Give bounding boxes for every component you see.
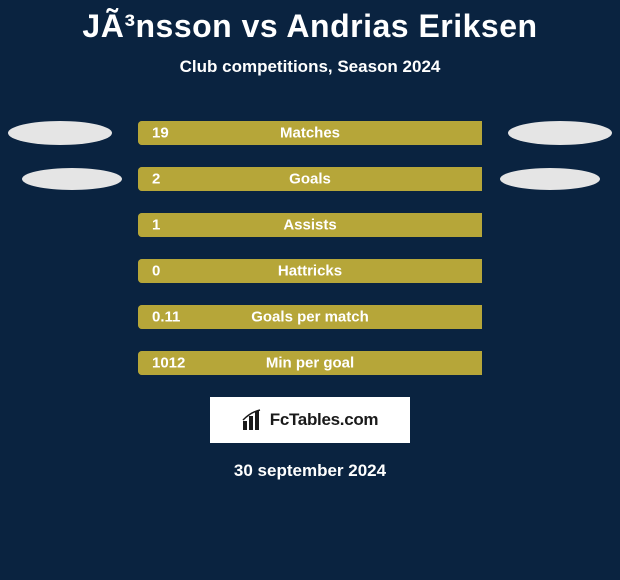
left-ellipse bbox=[8, 121, 112, 145]
fctables-logo: FcTables.com bbox=[210, 397, 410, 443]
stat-value: 2 bbox=[152, 171, 160, 188]
stat-bar: 0.11 Goals per match bbox=[138, 305, 482, 329]
stat-label: Assists bbox=[283, 217, 336, 234]
comparison-date: 30 september 2024 bbox=[0, 461, 620, 481]
stat-row: 2 Goals bbox=[0, 167, 620, 191]
stat-bar: 1 Assists bbox=[138, 213, 482, 237]
right-ellipse bbox=[500, 168, 600, 190]
stat-value: 1012 bbox=[152, 355, 185, 372]
stat-label: Hattricks bbox=[278, 263, 342, 280]
stat-value: 1 bbox=[152, 217, 160, 234]
stat-row: 0.11 Goals per match bbox=[0, 305, 620, 329]
stat-value: 19 bbox=[152, 125, 169, 142]
stat-row: 0 Hattricks bbox=[0, 259, 620, 283]
stat-row: 19 Matches bbox=[0, 121, 620, 145]
stat-label: Matches bbox=[280, 125, 340, 142]
comparison-subtitle: Club competitions, Season 2024 bbox=[0, 57, 620, 77]
stat-row: 1 Assists bbox=[0, 213, 620, 237]
right-ellipse bbox=[508, 121, 612, 145]
comparison-title: JÃ³nsson vs Andrias Eriksen bbox=[0, 0, 620, 45]
bars-icon bbox=[242, 409, 264, 431]
stat-label: Goals per match bbox=[251, 309, 369, 326]
stat-row: 1012 Min per goal bbox=[0, 351, 620, 375]
stat-bar: 19 Matches bbox=[138, 121, 482, 145]
stat-bar: 2 Goals bbox=[138, 167, 482, 191]
stat-label: Goals bbox=[289, 171, 331, 188]
stat-value: 0.11 bbox=[152, 309, 180, 326]
stat-bar: 1012 Min per goal bbox=[138, 351, 482, 375]
left-ellipse bbox=[22, 168, 122, 190]
stat-value: 0 bbox=[152, 263, 160, 280]
stats-container: 19 Matches 2 Goals 1 Assists 0 Hattricks 0.11 Goa… bbox=[0, 121, 620, 375]
stat-label: Min per goal bbox=[266, 355, 354, 372]
stat-bar: 0 Hattricks bbox=[138, 259, 482, 283]
logo-text: FcTables.com bbox=[270, 410, 379, 430]
